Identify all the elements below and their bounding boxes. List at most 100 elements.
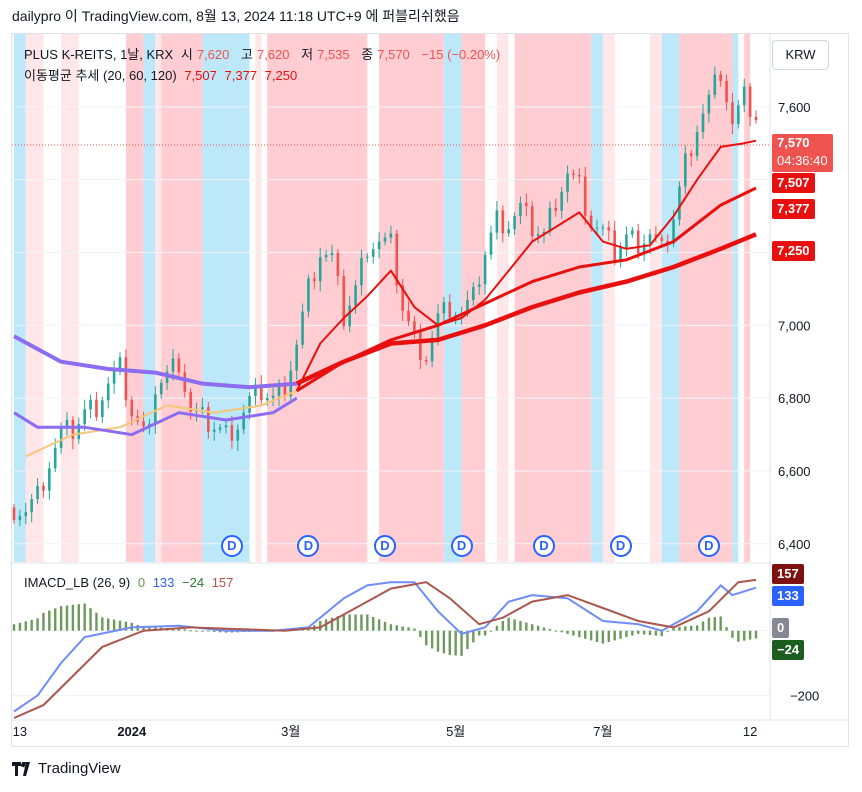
trend-band [202, 34, 226, 562]
trend-band [650, 34, 662, 562]
candle-body [230, 425, 234, 441]
trend-background-bands [14, 34, 751, 562]
macd-histogram-bar [148, 627, 151, 631]
time-tick-label: 5월 [446, 724, 465, 739]
macd-histogram-bar [466, 630, 469, 650]
dividend-marker[interactable]: D [609, 535, 632, 557]
candle-body [483, 254, 487, 285]
macd-histogram-bar [372, 616, 375, 631]
trend-band [143, 34, 156, 562]
candle-body [554, 207, 558, 211]
price-legend: PLUS K-REITS, 1날, KRX 시 7,620 고 7,620 저 7,5… [24, 44, 504, 63]
candle-body [495, 210, 499, 233]
macd-histogram-bar [54, 608, 57, 631]
grid-lines [12, 106, 770, 545]
ma60-line [295, 186, 757, 393]
macd-histogram-bar [118, 620, 122, 631]
candle-body [560, 192, 563, 211]
trend-band [267, 34, 368, 562]
macd-histogram-bar [436, 630, 440, 652]
candle-body [53, 447, 57, 469]
candle-body [101, 400, 104, 418]
macd-histogram-bar [430, 630, 434, 649]
macd-histogram-bar [572, 630, 575, 636]
candle-body [648, 234, 652, 244]
macd-histogram-bar [366, 614, 369, 631]
dividend-marker[interactable]: D [533, 535, 555, 557]
candle-body [201, 407, 204, 410]
trend-band [591, 34, 603, 562]
macd-histogram-bar [513, 619, 516, 631]
macd-histogram-bar [30, 619, 33, 631]
currency-button[interactable]: KRW [772, 40, 829, 70]
macd-histogram-bar [554, 630, 557, 632]
candle-body [354, 285, 357, 306]
time-tick-label: 2024 [117, 724, 147, 739]
candle-body [601, 227, 605, 229]
macd-histogram-bar [631, 630, 634, 636]
macd-histogram-bar [454, 630, 457, 656]
macd-histogram-bar [89, 608, 92, 631]
macd-histogram-bar [218, 630, 222, 633]
candle-body [489, 232, 493, 255]
candle-body [572, 173, 575, 175]
dividend-marker[interactable]: D [220, 535, 243, 557]
macd-histogram-bar [342, 614, 345, 631]
close-label: 종 7,570 [361, 47, 414, 62]
candle-body [95, 399, 98, 418]
macd-histogram-bar [531, 624, 534, 631]
macd-histogram-bar [678, 626, 681, 631]
dividend-marker[interactable]: D [374, 535, 396, 557]
candle-body [477, 284, 481, 288]
candle-body [212, 429, 216, 432]
macd-histogram-bar [336, 616, 340, 631]
candle-body [307, 278, 310, 312]
candle-body [224, 425, 228, 428]
candle-body [519, 202, 522, 217]
macd-histogram-bar [601, 630, 605, 644]
candle-body [542, 231, 546, 235]
footer-brand: TradingView [12, 760, 121, 777]
candle-body [754, 116, 758, 121]
macd-v3: 157 [211, 575, 234, 590]
candle-body [295, 344, 298, 371]
macd-histogram-bar [713, 617, 716, 631]
dividend-marker[interactable]: D [697, 535, 720, 557]
candle-body [330, 252, 334, 255]
macd-histogram-bar [701, 621, 705, 631]
candle-body [154, 394, 157, 424]
candle-body [695, 132, 699, 157]
candle-body [71, 419, 75, 440]
macd-histogram-bar [401, 626, 404, 631]
macd-histogram-bar [425, 630, 428, 646]
countdown-value: 04:36:40 [777, 153, 828, 168]
candle-body [578, 174, 581, 177]
macd-v1: 133 [152, 575, 175, 590]
macd-histogram-bar [195, 630, 198, 632]
trend-band [732, 34, 739, 562]
ma3-price-tag: 7,250 [772, 241, 815, 261]
macd-histogram-bar [413, 628, 416, 631]
chart-frame [11, 33, 849, 747]
candle-body [106, 383, 110, 401]
dividend-marker[interactable]: D [297, 535, 320, 557]
macd-histogram-bar [578, 630, 581, 638]
macd-histogram-bar [12, 624, 16, 631]
ma20-line [295, 139, 757, 392]
macd-line-tag: 133 [772, 586, 804, 606]
macd-histogram-bar [77, 604, 80, 631]
macd-histogram-bar [354, 614, 357, 631]
macd-signal-tag: 157 [772, 564, 804, 584]
dividend-marker[interactable]: D [450, 535, 473, 557]
macd-histogram-bar [213, 630, 216, 632]
high-value: 7,620 [256, 47, 290, 62]
candle-body [530, 206, 534, 237]
candle-body [472, 287, 475, 301]
last-price-value: 7,570 [777, 135, 810, 150]
candle-body [183, 372, 187, 392]
candle-body [177, 358, 181, 373]
candle-body [742, 86, 746, 106]
macd-histogram-bar [737, 630, 740, 642]
candle-body [371, 249, 375, 257]
